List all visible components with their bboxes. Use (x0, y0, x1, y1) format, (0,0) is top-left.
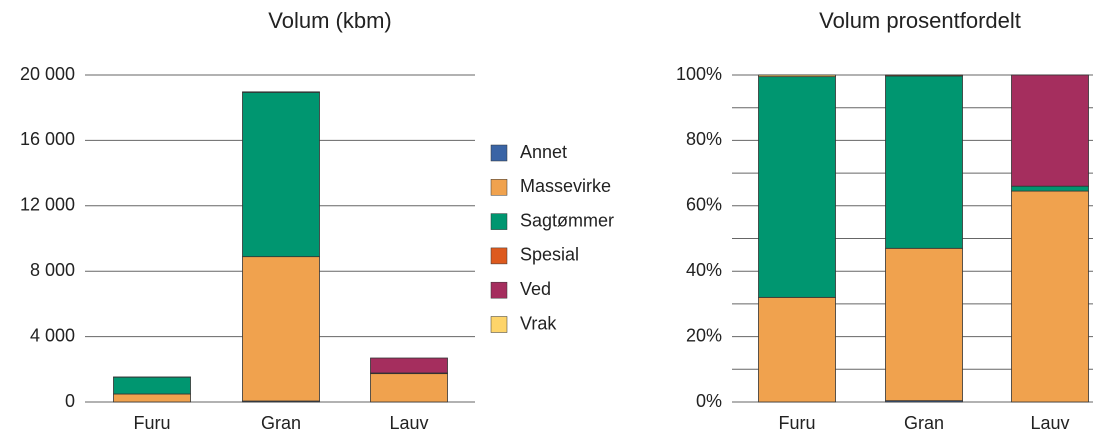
legend-swatch (490, 316, 508, 333)
legend-swatch (490, 179, 508, 196)
legend-swatch (490, 247, 508, 265)
x-tick-label: Lauv (389, 413, 428, 433)
legend-swatch (490, 213, 508, 230)
bar-segment (758, 74, 836, 78)
y-tick-label: 0 (65, 391, 75, 411)
bar-segment (885, 247, 963, 402)
legend-label: Ved (520, 279, 551, 299)
legend-label: Sagtømmer (520, 210, 614, 230)
y-tick-label: 16 000 (20, 129, 75, 149)
x-tick-label: Gran (261, 413, 301, 433)
y-tick-label: 20% (686, 325, 722, 345)
chart-title: Volum prosentfordelt (819, 8, 1021, 33)
bar-segment (1011, 74, 1089, 187)
chart-title: Volum (kbm) (268, 8, 391, 33)
bar-segment (370, 373, 448, 403)
bar-segment (242, 256, 320, 402)
y-tick-label: 0% (696, 391, 722, 411)
bar-segment (885, 75, 963, 249)
bar-segment (113, 393, 191, 403)
bar-segment (370, 357, 448, 374)
bar-segment (1011, 185, 1089, 192)
legend-label: Annet (520, 142, 567, 162)
legend-swatch (490, 144, 508, 162)
y-tick-label: 100% (676, 64, 722, 84)
y-tick-label: 20 000 (20, 64, 75, 84)
y-tick-label: 60% (686, 195, 722, 215)
y-tick-label: 12 000 (20, 195, 75, 215)
x-tick-label: Furu (133, 413, 170, 433)
legend-label: Spesial (520, 245, 579, 265)
x-tick-label: Gran (904, 413, 944, 433)
y-tick-label: 8 000 (30, 260, 75, 280)
y-tick-label: 4 000 (30, 325, 75, 345)
x-tick-label: Furu (778, 413, 815, 433)
y-tick-label: 40% (686, 260, 722, 280)
bar-segment (1011, 190, 1089, 403)
bar-segment (885, 74, 963, 77)
x-tick-label: Lauv (1030, 413, 1069, 433)
legend-label: Massevirke (520, 176, 611, 196)
bar-segment (242, 91, 320, 258)
bar-segment (113, 376, 191, 395)
legend-label: Vrak (520, 313, 557, 333)
bar-segment (758, 296, 836, 403)
legend-swatch (490, 281, 508, 299)
bar-segment (758, 76, 836, 298)
y-tick-label: 80% (686, 129, 722, 149)
